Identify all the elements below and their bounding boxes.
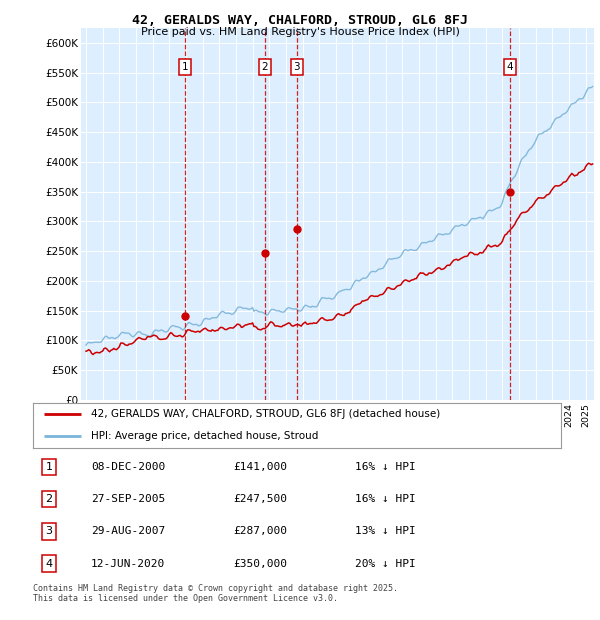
Text: 42, GERALDS WAY, CHALFORD, STROUD, GL6 8FJ: 42, GERALDS WAY, CHALFORD, STROUD, GL6 8… (132, 14, 468, 27)
Text: 2: 2 (45, 494, 52, 504)
Text: 2: 2 (262, 62, 268, 72)
Text: Contains HM Land Registry data © Crown copyright and database right 2025.
This d: Contains HM Land Registry data © Crown c… (33, 584, 398, 603)
Text: 12-JUN-2020: 12-JUN-2020 (91, 559, 166, 569)
Text: 13% ↓ HPI: 13% ↓ HPI (355, 526, 416, 536)
Text: 29-AUG-2007: 29-AUG-2007 (91, 526, 166, 536)
Text: 4: 4 (45, 559, 52, 569)
Text: 1: 1 (181, 62, 188, 72)
Text: 20% ↓ HPI: 20% ↓ HPI (355, 559, 416, 569)
Text: 4: 4 (506, 62, 513, 72)
Text: 1: 1 (46, 462, 52, 472)
Text: 08-DEC-2000: 08-DEC-2000 (91, 462, 166, 472)
Text: 27-SEP-2005: 27-SEP-2005 (91, 494, 166, 504)
Text: 3: 3 (293, 62, 300, 72)
Text: £247,500: £247,500 (233, 494, 287, 504)
Text: 16% ↓ HPI: 16% ↓ HPI (355, 494, 416, 504)
Text: £350,000: £350,000 (233, 559, 287, 569)
Text: HPI: Average price, detached house, Stroud: HPI: Average price, detached house, Stro… (91, 432, 319, 441)
Text: 16% ↓ HPI: 16% ↓ HPI (355, 462, 416, 472)
Text: Price paid vs. HM Land Registry's House Price Index (HPI): Price paid vs. HM Land Registry's House … (140, 27, 460, 37)
Text: £141,000: £141,000 (233, 462, 287, 472)
Text: 42, GERALDS WAY, CHALFORD, STROUD, GL6 8FJ (detached house): 42, GERALDS WAY, CHALFORD, STROUD, GL6 8… (91, 409, 440, 419)
Text: 3: 3 (46, 526, 52, 536)
Text: £287,000: £287,000 (233, 526, 287, 536)
